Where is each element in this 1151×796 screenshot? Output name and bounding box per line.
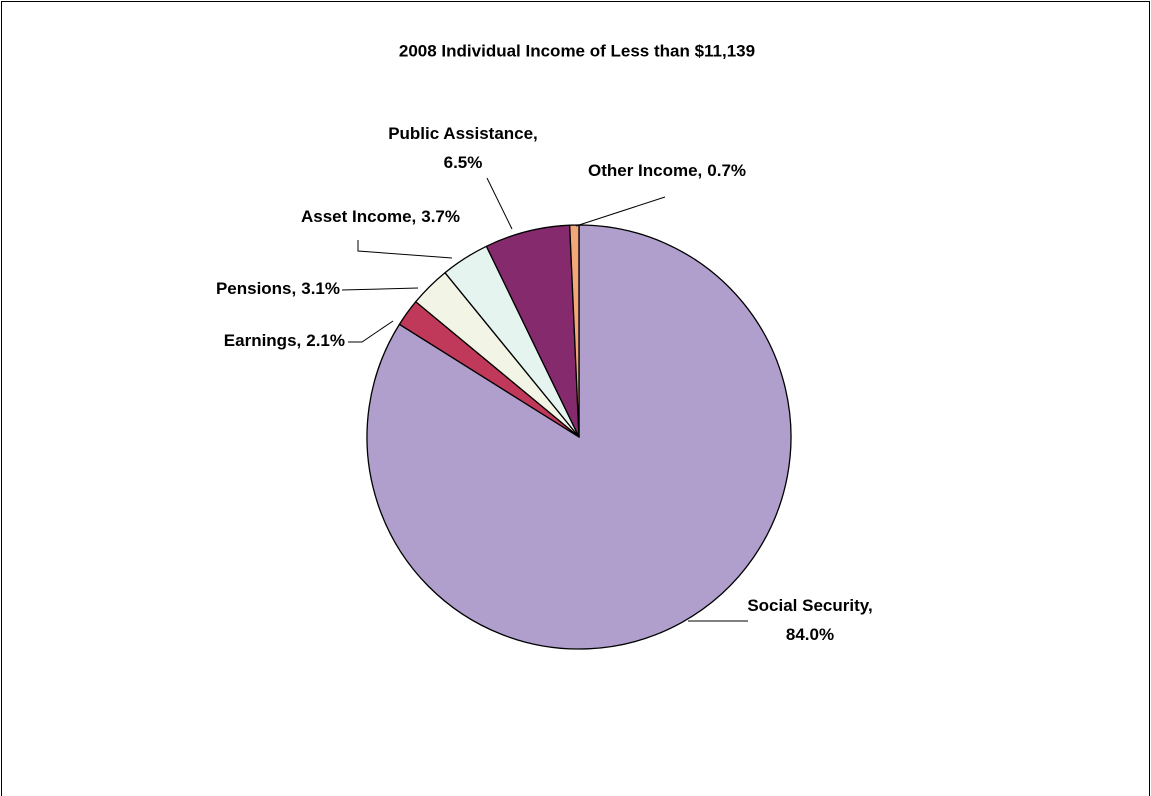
- slice-label: Social Security, 84.0%: [747, 596, 872, 644]
- slice-label: Earnings, 2.1%: [224, 331, 345, 350]
- slice-value-label: 2.1%: [306, 331, 345, 350]
- slice-label: Other Income, 0.7%: [588, 161, 746, 180]
- slice-category: Social Security,: [747, 596, 872, 615]
- slice-category: Pensions,: [216, 279, 296, 298]
- slice-value-label: 6.5%: [444, 153, 483, 172]
- slice-label: Public Assistance, 6.5%: [388, 124, 538, 172]
- slice-value-label: 3.1%: [301, 279, 340, 298]
- slice-label: Pensions, 3.1%: [216, 279, 340, 298]
- slice-category: Earnings,: [224, 331, 301, 350]
- leader-line: [341, 287, 419, 291]
- leader-line: [486, 177, 513, 230]
- leader-line: [575, 196, 666, 227]
- chart-title: 2008 Individual Income of Less than $11,…: [399, 41, 755, 60]
- slice-value-label: 0.7%: [707, 161, 746, 180]
- slice-value-label: 84.0%: [786, 625, 834, 644]
- leader-line: [357, 240, 453, 259]
- slice-category: Public Assistance,: [388, 124, 538, 143]
- pie-slice: [366, 224, 792, 650]
- slice-label: Asset Income, 3.7%: [301, 207, 460, 226]
- slice-category: Other Income,: [588, 161, 702, 180]
- slice-category: Asset Income,: [301, 207, 416, 226]
- slice-value-label: 3.7%: [421, 207, 460, 226]
- leader-line: [348, 320, 394, 343]
